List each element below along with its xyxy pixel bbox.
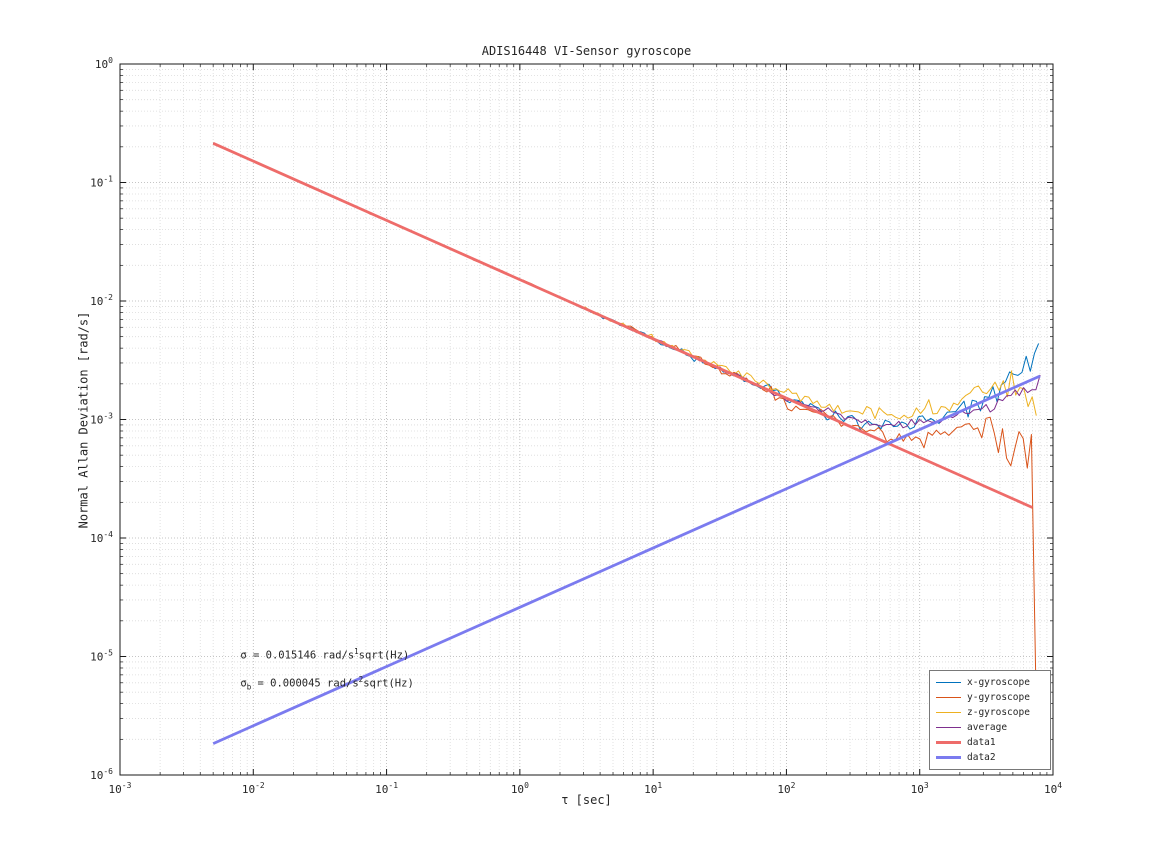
tick-label: 101	[644, 781, 662, 796]
legend-line-sample	[936, 711, 961, 714]
legend-item-z-gyroscope: z-gyroscope	[936, 706, 1044, 719]
tick-label: 100	[511, 781, 529, 796]
series-x-gyroscope	[212, 142, 1040, 431]
legend-label: x-gyroscope	[967, 677, 1030, 688]
tick-label: 10-3	[109, 781, 132, 796]
legend-line-sample	[936, 726, 961, 729]
legend-label: data2	[967, 752, 996, 763]
noise-parameters-annotation: σ = 0.015146 rad/s1sqrt(Hz) σb = 0.000045…	[240, 640, 413, 698]
series-y-gyroscope	[212, 142, 1037, 671]
legend-label: average	[967, 722, 1008, 733]
legend-line-sample	[936, 696, 961, 699]
tick-label: 10-1	[375, 781, 398, 796]
tick-label: 10-2	[90, 293, 113, 308]
legend-label: y-gyroscope	[967, 692, 1030, 703]
tick-label: 10-3	[90, 412, 113, 427]
legend-line-sample	[936, 756, 961, 759]
tick-label: 103	[911, 781, 929, 796]
chart-title: ADIS16448 VI-Sensor gyroscope	[481, 44, 692, 58]
legend-item-data1: data1	[936, 736, 1044, 749]
y-axis-label: Normal Allan Deviation [rad/s]	[76, 311, 91, 529]
tick-label: 104	[1044, 781, 1062, 796]
minor-ticks	[120, 64, 1053, 775]
tick-label: 10-2	[242, 781, 265, 796]
series-data1	[212, 142, 1033, 509]
annotation-line: σb = 0.000045 rad/s2sqrt(Hz)	[240, 674, 414, 692]
tick-label: 102	[777, 781, 795, 796]
tick-label: 10-1	[90, 175, 113, 190]
series-z-gyroscope	[212, 142, 1037, 420]
legend-item-average: average	[936, 721, 1044, 734]
legend-label: data1	[967, 737, 996, 748]
legend-line-sample	[936, 741, 961, 744]
legend-item-x-gyroscope: x-gyroscope	[936, 676, 1044, 689]
legend-item-y-gyroscope: y-gyroscope	[936, 691, 1044, 704]
legend-line-sample	[936, 681, 961, 684]
grid-major	[120, 64, 1053, 775]
legend-item-data2: data2	[936, 751, 1044, 764]
series-average	[212, 142, 1041, 429]
grid-minor	[120, 64, 1053, 775]
legend-label: z-gyroscope	[967, 707, 1030, 718]
tick-label: 10-5	[90, 649, 113, 664]
series-lines	[212, 142, 1041, 745]
tick-label: 100	[95, 56, 113, 71]
tick-labels: 10-3 10-2 10-1 100 101 102 103 104 10-6 10-5 10-4 1…	[90, 56, 1062, 796]
axes-box	[119, 63, 1054, 776]
x-axis-label: τ [sec]	[561, 793, 612, 807]
annotation-line: σ = 0.015146 rad/s1sqrt(Hz)	[240, 647, 410, 662]
tick-label: 10-4	[90, 530, 113, 545]
tick-label: 10-6	[90, 767, 113, 782]
legend: x-gyroscope y-gyroscope z-gyroscope average…	[929, 670, 1051, 770]
series-data2	[212, 374, 1041, 745]
